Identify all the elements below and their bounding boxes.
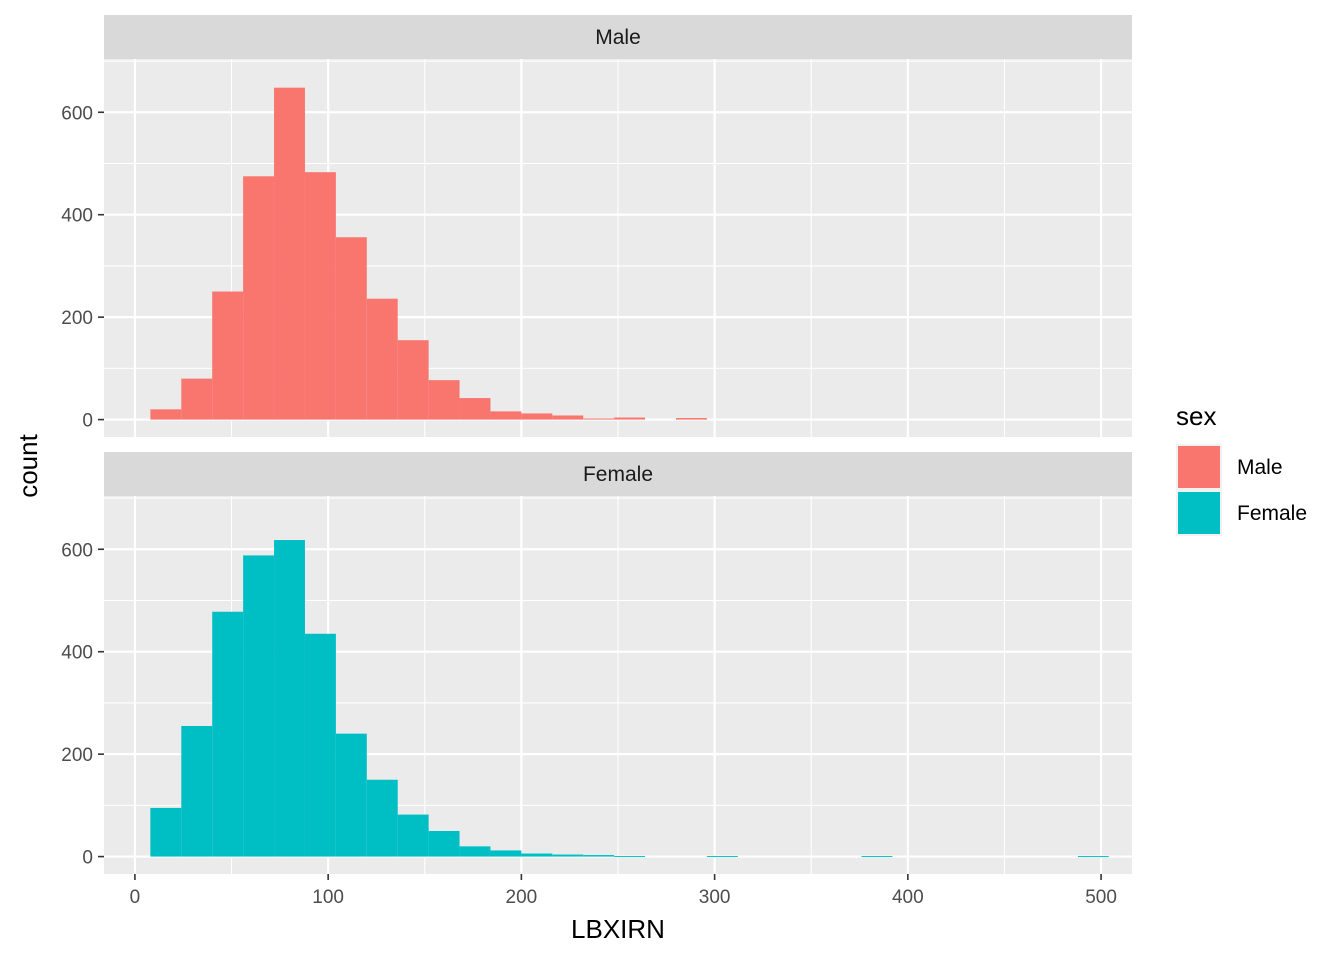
histogram-bar <box>366 298 398 420</box>
x-tick-label: 200 <box>506 887 538 908</box>
legend-label: Male <box>1237 456 1283 479</box>
x-tick-label: 300 <box>699 887 731 908</box>
histogram-bar <box>150 807 182 857</box>
y-tick-label: 600 <box>61 540 93 561</box>
histogram-bar <box>274 540 305 857</box>
x-tick-label: 500 <box>1085 887 1117 908</box>
x-tick-label: 0 <box>130 887 141 908</box>
histogram-bar <box>490 411 522 420</box>
histogram-bar <box>335 237 367 420</box>
histogram-bar <box>304 172 336 420</box>
histogram-bar <box>212 291 244 420</box>
histogram-bar <box>552 415 584 420</box>
histogram-bar <box>243 176 275 420</box>
y-tick-label: 200 <box>61 745 93 766</box>
histogram-bar <box>274 87 305 420</box>
histogram-bar <box>181 378 213 420</box>
y-tick-label: 600 <box>61 103 93 124</box>
histogram-bar <box>150 409 182 420</box>
y-tick-label: 400 <box>61 643 93 664</box>
facet-panel-female: Female 0 200 400 600 <box>61 452 1132 874</box>
facet-strip-label: Male <box>595 26 641 49</box>
histogram-bar <box>181 725 213 857</box>
x-axis-title: LBXIRN <box>571 914 665 944</box>
legend: sex Male Female <box>1176 401 1307 536</box>
histogram-bar <box>243 555 275 857</box>
histogram-bar <box>490 850 522 857</box>
facet-strip <box>104 15 1132 59</box>
histogram-bar <box>706 856 738 858</box>
histogram-bar <box>459 846 491 857</box>
x-tick-label: 400 <box>892 887 924 908</box>
histogram-bar <box>335 733 367 857</box>
y-tick-label: 400 <box>61 206 93 227</box>
histogram-bar <box>428 380 460 420</box>
histogram-bar <box>583 855 615 857</box>
histogram-bar <box>675 418 707 420</box>
histogram-bar <box>614 856 646 858</box>
facet-strip <box>104 452 1132 496</box>
histogram-bar <box>521 853 553 857</box>
histogram-bar <box>521 413 553 420</box>
facet-panel-male: Male 0 200 400 600 <box>61 15 1132 437</box>
legend-key <box>1178 446 1220 488</box>
x-tick-label: 100 <box>312 887 344 908</box>
histogram-bar <box>428 830 460 857</box>
histogram-bar <box>583 418 615 420</box>
y-tick-label: 0 <box>82 848 93 869</box>
histogram-bar <box>397 814 429 857</box>
y-tick-label: 200 <box>61 308 93 329</box>
histogram-bar <box>614 417 646 420</box>
facet-strip-label: Female <box>583 463 653 486</box>
histogram-bar <box>861 856 893 858</box>
histogram-bar <box>366 779 398 857</box>
legend-label: Female <box>1237 502 1307 525</box>
histogram-bar <box>459 398 491 420</box>
legend-key <box>1178 492 1220 534</box>
y-axis-title: count <box>13 433 43 497</box>
legend-title: sex <box>1176 401 1216 431</box>
histogram-bar <box>212 611 244 857</box>
histogram-bar <box>397 340 429 420</box>
y-tick-label: 0 <box>82 411 93 432</box>
histogram-bar <box>1077 856 1109 858</box>
histogram-bar <box>552 854 584 857</box>
histogram-bar <box>304 633 336 857</box>
